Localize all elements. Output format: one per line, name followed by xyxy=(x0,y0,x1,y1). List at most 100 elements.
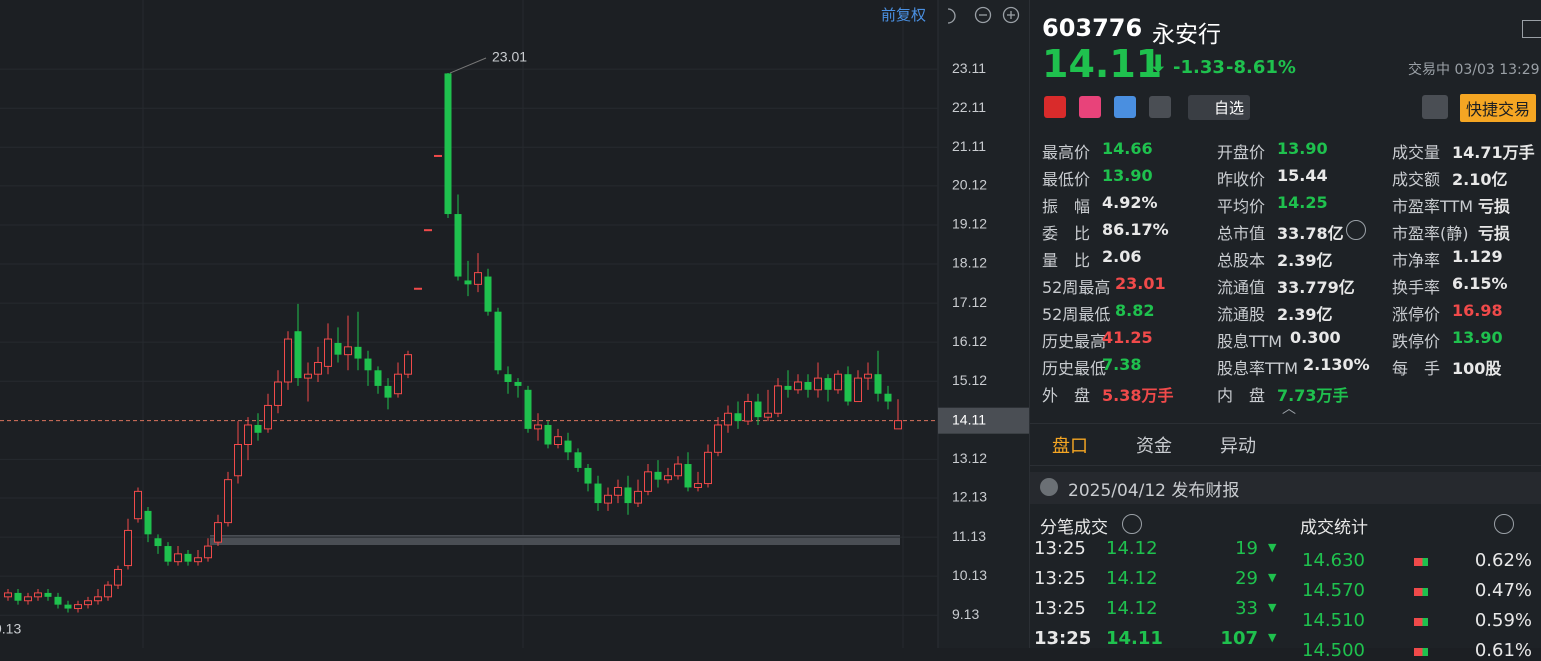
notice-text[interactable]: 2025/04/12 发布财报 xyxy=(1068,481,1240,501)
candle-body xyxy=(224,479,232,524)
stat-value: 7.73万手 xyxy=(1277,386,1349,405)
candle-body xyxy=(244,424,252,445)
trade-time: 13:25 xyxy=(1034,598,1086,619)
min-label: 9.13 xyxy=(0,621,21,637)
candle-body xyxy=(644,471,652,492)
candle-body xyxy=(684,464,692,488)
zoom-out-icon[interactable] xyxy=(974,6,992,24)
tab[interactable]: 异动 xyxy=(1220,436,1256,457)
stat-value: 2.130% xyxy=(1303,355,1370,374)
current-price-label: 14.11 xyxy=(952,411,986,427)
trade-volume: 29 xyxy=(1235,568,1258,589)
stat-label: 成交额 xyxy=(1392,170,1441,189)
stat-value: 13.90 xyxy=(1452,328,1503,347)
candle-body xyxy=(504,374,512,383)
more-icon[interactable] xyxy=(1346,220,1366,240)
trades-title: 分笔成交 xyxy=(1040,518,1108,538)
help-icon xyxy=(1122,514,1142,534)
stat-label: 流通股 xyxy=(1217,305,1266,324)
y-tick-label: 9.13 xyxy=(952,606,979,622)
stat-price: 14.500 xyxy=(1302,640,1365,661)
candle-body xyxy=(834,373,842,391)
candle-body xyxy=(794,381,802,391)
menu-icon[interactable] xyxy=(1522,20,1541,38)
stat-value: 2.39亿 xyxy=(1277,305,1333,324)
tag-icon[interactable] xyxy=(1114,96,1136,118)
candle-body xyxy=(94,596,102,602)
candle-body xyxy=(204,545,212,559)
stat-label: 流通值 xyxy=(1217,278,1266,297)
candle-body xyxy=(564,440,572,453)
price-axis-bg xyxy=(938,0,1029,648)
vol-bar xyxy=(1414,648,1428,656)
info-icon xyxy=(1040,478,1058,496)
stat-price: 14.510 xyxy=(1302,610,1365,631)
candle-body xyxy=(764,412,772,418)
volstats-title: 成交统计 xyxy=(1300,518,1368,538)
sell-arrow: ▼ xyxy=(1268,601,1277,614)
margin-icon[interactable] xyxy=(1079,96,1101,118)
tab[interactable]: 盘口 xyxy=(1052,436,1088,457)
candle-body xyxy=(664,475,672,481)
stat-label: 跌停价 xyxy=(1392,332,1441,351)
candle-body xyxy=(124,529,132,567)
stat-value: 100股 xyxy=(1452,359,1502,378)
candle-body xyxy=(144,510,152,535)
tab[interactable]: 资金 xyxy=(1136,436,1172,457)
candle-body xyxy=(844,374,852,402)
notify-icon[interactable] xyxy=(1422,95,1448,119)
candle-body xyxy=(234,443,242,477)
candle-body xyxy=(254,424,262,433)
stat-label: 振 幅 xyxy=(1042,197,1091,216)
stat-label: 52周最高 xyxy=(1042,278,1111,297)
candle-body xyxy=(694,483,702,488)
candle-body xyxy=(524,389,532,429)
zoom-in-icon[interactable] xyxy=(1002,6,1020,24)
tab-underline xyxy=(1030,465,1541,466)
candle-body xyxy=(884,393,892,402)
adjust-button[interactable]: 前复权 xyxy=(881,6,926,24)
stat-label: 总市值 xyxy=(1217,224,1266,243)
stat-price: 14.630 xyxy=(1302,550,1365,571)
watch-button[interactable]: 自选 xyxy=(1188,95,1251,120)
candle-body xyxy=(814,377,822,391)
candle-body xyxy=(544,424,552,445)
candle-body xyxy=(14,592,22,601)
sell-arrow: ▼ xyxy=(1268,631,1277,644)
candle-body xyxy=(824,378,832,390)
candle-body xyxy=(174,553,182,563)
more-icon[interactable] xyxy=(1494,514,1514,534)
candle-body xyxy=(594,483,602,504)
max-pointer xyxy=(449,57,487,74)
stat-label: 开盘价 xyxy=(1217,143,1266,162)
candle-body xyxy=(894,420,902,430)
trade-time: 13:25 xyxy=(1034,628,1092,649)
stat-label: 历史最低 xyxy=(1042,359,1107,378)
candle-body xyxy=(704,451,712,485)
candle-body xyxy=(64,604,72,609)
candle-body xyxy=(804,382,812,390)
change-pct: -8.61% xyxy=(1226,57,1296,78)
stat-label: 52周最低 xyxy=(1042,305,1111,324)
candle-body xyxy=(164,546,172,562)
candle-body xyxy=(744,401,752,422)
stat-value: 1.129 xyxy=(1452,247,1503,266)
undo-icon[interactable] xyxy=(947,8,956,24)
stat-label: 股息TTM xyxy=(1217,332,1283,351)
cn-flag[interactable] xyxy=(1044,96,1066,118)
sell-arrow: ▼ xyxy=(1268,541,1277,554)
trade-price: 14.12 xyxy=(1106,538,1158,559)
note-icon[interactable] xyxy=(1149,96,1171,118)
stat-pct: 0.62% xyxy=(1474,550,1532,571)
stat-label: 最低价 xyxy=(1042,170,1091,189)
quick-trade-button[interactable]: 快捷交易 xyxy=(1460,94,1537,122)
stat-value: 33.78亿 xyxy=(1277,224,1344,243)
stat-label: 市净率 xyxy=(1392,251,1441,270)
candle-body xyxy=(394,373,402,395)
stat-value: 15.44 xyxy=(1277,166,1328,185)
candle-body xyxy=(4,592,12,598)
y-tick-label: 21.11 xyxy=(952,138,986,154)
candle-body xyxy=(784,385,792,390)
stat-label: 总股本 xyxy=(1217,251,1266,270)
candle-body xyxy=(424,229,432,232)
